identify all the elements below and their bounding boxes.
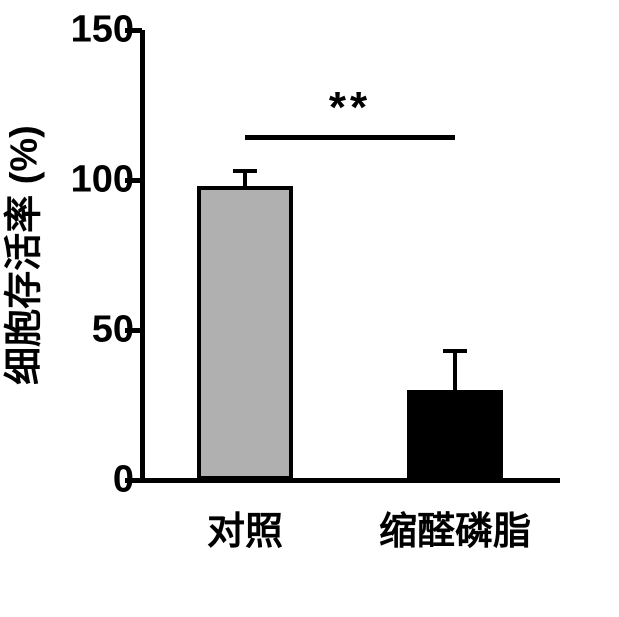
ytick-mark (125, 328, 142, 333)
xtick-label: 对照 (207, 500, 283, 555)
errorbar (243, 171, 247, 186)
errorbar (453, 351, 457, 390)
xtick-label: 缩醛磷脂 (379, 500, 531, 555)
bar (197, 186, 294, 480)
y-axis-label: 细胞存活率 (%) (0, 125, 48, 385)
ytick-mark (125, 178, 142, 183)
significance-bar (245, 135, 455, 140)
bar-chart: 细胞存活率 (%) 050100150 对照缩醛磷脂 ** (0, 0, 619, 617)
significance-label: ** (329, 83, 371, 133)
bar (407, 390, 504, 480)
ytick-mark (125, 478, 142, 483)
errorbar-cap (443, 349, 467, 353)
ytick-mark (125, 28, 142, 33)
y-axis (140, 30, 145, 480)
errorbar-cap (233, 169, 257, 173)
